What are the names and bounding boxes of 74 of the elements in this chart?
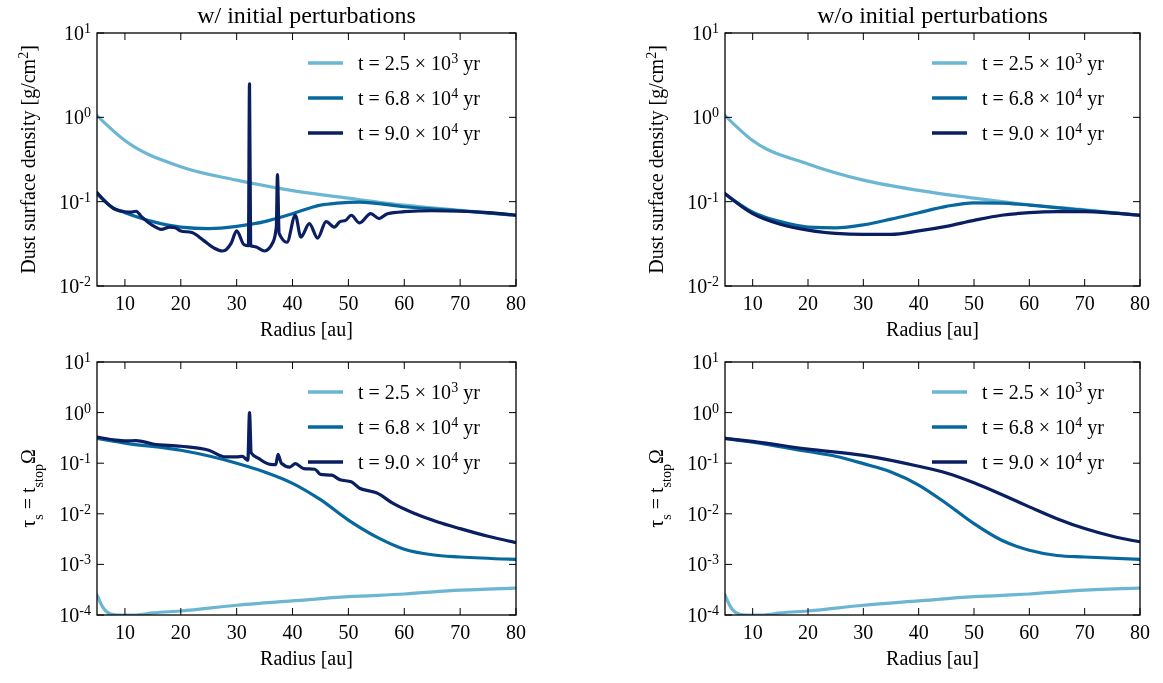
- x-tick-label: 80: [1130, 621, 1150, 643]
- legend-label: t = 9.0 × 10$^{4}$ yr: [982, 120, 1105, 145]
- x-axis-title: Radius [au]: [260, 647, 353, 669]
- x-tick-label: 30: [226, 621, 247, 643]
- legend-label: t = 9.0 × 10$^{4}$ yr: [358, 120, 481, 145]
- y-tick-label: 10$^{1}$: [692, 20, 719, 44]
- x-tick-label: 40: [282, 621, 303, 643]
- legend-label: t = 9.0 × 10$^{4}$ yr: [982, 449, 1105, 474]
- legend-label: t = 6.8 × 10$^{4}$ yr: [358, 85, 481, 110]
- x-tick-label: 60: [394, 621, 415, 643]
- x-tick-label: 60: [1019, 621, 1040, 643]
- legend-label: t = 2.5 × 10$^{3}$ yr: [358, 50, 481, 75]
- y-tick-label: 10$^{1}$: [692, 349, 719, 373]
- x-tick-label: 10: [742, 621, 763, 643]
- y-tick-label: 10$^{0}$: [692, 104, 719, 129]
- x-tick-label: 20: [798, 292, 818, 314]
- x-tick-label: 70: [450, 621, 471, 643]
- x-tick-label: 30: [853, 621, 874, 643]
- y-tick-label: 10$^{-1}$: [59, 450, 91, 475]
- x-tick-label: 20: [170, 621, 191, 643]
- y-tick-label: 10$^{0}$: [64, 104, 91, 129]
- x-tick-label: 30: [226, 292, 247, 314]
- y-tick-label: 10$^{-2}$: [59, 273, 91, 297]
- x-tick-label: 70: [1074, 621, 1095, 643]
- line-series: [97, 586, 516, 615]
- y-tick-label: 10$^{-2}$: [687, 501, 719, 525]
- legend-label: t = 2.5 × 10$^{3}$ yr: [982, 50, 1105, 75]
- x-axis-title: Radius [au]: [886, 647, 979, 669]
- x-tick-label: 80: [506, 621, 526, 643]
- x-tick-label: 70: [1074, 292, 1095, 314]
- x-tick-label: 20: [798, 621, 818, 643]
- y-tick-label: 10$^{-1}$: [687, 189, 719, 213]
- y-tick-label: 10$^{-4}$: [59, 602, 91, 626]
- chart-title: w/o initial perturbations: [817, 2, 1048, 28]
- x-tick-label: 40: [282, 292, 303, 314]
- x-tick-label: 60: [394, 292, 415, 314]
- x-tick-label: 10: [114, 292, 135, 314]
- x-tick-label: 40: [908, 621, 929, 643]
- x-tick-label: 80: [506, 292, 526, 314]
- x-tick-label: 30: [853, 292, 874, 314]
- x-tick-label: 20: [170, 292, 191, 314]
- y-tick-label: 10$^{-2}$: [59, 501, 91, 525]
- x-tick-label: 80: [1130, 292, 1150, 314]
- chart-title: w/ initial perturbations: [197, 2, 416, 28]
- line-series: [725, 586, 1140, 615]
- y-tick-label: 10$^{0}$: [64, 400, 91, 424]
- line-series: [97, 411, 516, 545]
- y-tick-label: 10$^{-2}$: [687, 273, 719, 297]
- x-tick-label: 60: [1019, 292, 1040, 314]
- x-tick-label: 10: [114, 621, 135, 643]
- legend-label: t = 6.8 × 10$^{4}$ yr: [358, 414, 481, 439]
- y-tick-label: 10$^{-1}$: [687, 450, 719, 475]
- x-axis-title: Radius [au]: [886, 318, 979, 340]
- y-tick-label: 10$^{-4}$: [687, 602, 719, 626]
- y-tick-label: 10$^{-3}$: [687, 551, 719, 576]
- legend-label: t = 6.8 × 10$^{4}$ yr: [982, 414, 1105, 439]
- x-tick-label: 40: [908, 292, 929, 314]
- legend-label: t = 2.5 × 10$^{3}$ yr: [982, 379, 1105, 404]
- legend-label: t = 9.0 × 10$^{4}$ yr: [358, 449, 481, 474]
- legend-label: t = 6.8 × 10$^{4}$ yr: [982, 85, 1105, 110]
- line-series: [97, 82, 516, 253]
- x-tick-label: 10: [742, 292, 763, 314]
- y-tick-label: 10$^{-1}$: [59, 189, 91, 213]
- x-axis-title: Radius [au]: [260, 318, 353, 340]
- x-tick-label: 50: [964, 621, 984, 643]
- x-tick-label: 50: [338, 621, 359, 643]
- y-tick-label: 10$^{1}$: [64, 349, 91, 373]
- x-tick-label: 50: [964, 292, 984, 314]
- y-tick-label: 10$^{-3}$: [59, 551, 91, 576]
- y-tick-label: 10$^{1}$: [64, 20, 91, 44]
- legend-label: t = 2.5 × 10$^{3}$ yr: [358, 379, 481, 404]
- x-tick-label: 50: [338, 292, 359, 314]
- y-tick-label: 10$^{0}$: [692, 400, 719, 424]
- x-tick-label: 70: [450, 292, 471, 314]
